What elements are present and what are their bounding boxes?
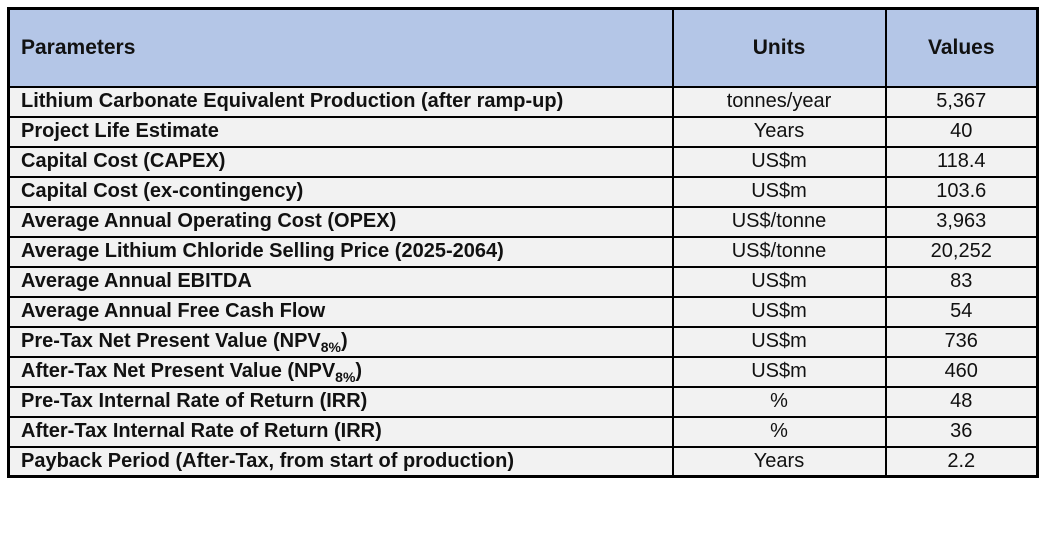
table-row: Lithium Carbonate Equivalent Production … — [7, 85, 1039, 118]
table-row: Capital Cost (ex-contingency) US$m 103.6 — [7, 175, 1039, 208]
units-cell: % — [671, 415, 887, 448]
units-cell: US$m — [671, 145, 887, 178]
units-cell: Years — [671, 445, 887, 478]
parameter-cell: Pre-Tax Net Present Value (NPV8%) — [7, 325, 674, 358]
table-row: Pre-Tax Net Present Value (NPV8%) US$m 7… — [7, 325, 1039, 358]
column-header-parameters: Parameters — [7, 7, 674, 88]
parameter-cell: Average Annual EBITDA — [7, 265, 674, 298]
table-row: Project Life Estimate Years 40 — [7, 115, 1039, 148]
parameters-table: Parameters Units Values Lithium Carbonat… — [7, 7, 1039, 478]
units-cell: Years — [671, 115, 887, 148]
parameter-subscript: 8% — [335, 369, 356, 385]
parameter-cell: Average Annual Operating Cost (OPEX) — [7, 205, 674, 238]
column-header-units: Units — [671, 7, 887, 88]
value-cell: 2.2 — [884, 445, 1039, 478]
value-cell: 36 — [884, 415, 1039, 448]
parameter-cell: Average Lithium Chloride Selling Price (… — [7, 235, 674, 268]
parameter-cell: Pre-Tax Internal Rate of Return (IRR) — [7, 385, 674, 418]
value-cell: 118.4 — [884, 145, 1039, 178]
value-cell: 54 — [884, 295, 1039, 328]
value-cell: 5,367 — [884, 85, 1039, 118]
table-row: Capital Cost (CAPEX) US$m 118.4 — [7, 145, 1039, 178]
units-cell: US$m — [671, 355, 887, 388]
parameter-cell: Average Annual Free Cash Flow — [7, 295, 674, 328]
table-body: Lithium Carbonate Equivalent Production … — [7, 85, 1039, 478]
value-cell: 736 — [884, 325, 1039, 358]
table-row: After-Tax Internal Rate of Return (IRR) … — [7, 415, 1039, 448]
parameter-cell: Capital Cost (CAPEX) — [7, 145, 674, 178]
units-cell: US$m — [671, 325, 887, 358]
parameter-cell: After-Tax Internal Rate of Return (IRR) — [7, 415, 674, 448]
parameter-subscript: 8% — [320, 339, 341, 355]
value-cell: 3,963 — [884, 205, 1039, 238]
table-row: Pre-Tax Internal Rate of Return (IRR) % … — [7, 385, 1039, 418]
table-row: After-Tax Net Present Value (NPV8%) US$m… — [7, 355, 1039, 388]
table-header-row: Parameters Units Values — [7, 7, 1039, 88]
table-row: Payback Period (After-Tax, from start of… — [7, 445, 1039, 478]
value-cell: 48 — [884, 385, 1039, 418]
units-cell: US$m — [671, 175, 887, 208]
table-row: Average Lithium Chloride Selling Price (… — [7, 235, 1039, 268]
table-row: Average Annual EBITDA US$m 83 — [7, 265, 1039, 298]
value-cell: 20,252 — [884, 235, 1039, 268]
value-cell: 83 — [884, 265, 1039, 298]
units-cell: US$/tonne — [671, 205, 887, 238]
parameter-cell: Project Life Estimate — [7, 115, 674, 148]
units-cell: US$m — [671, 295, 887, 328]
units-cell: US$/tonne — [671, 235, 887, 268]
column-header-values: Values — [884, 7, 1039, 88]
value-cell: 103.6 — [884, 175, 1039, 208]
parameter-cell: Capital Cost (ex-contingency) — [7, 175, 674, 208]
units-cell: US$m — [671, 265, 887, 298]
value-cell: 40 — [884, 115, 1039, 148]
table-row: Average Annual Operating Cost (OPEX) US$… — [7, 205, 1039, 238]
units-cell: tonnes/year — [671, 85, 887, 118]
parameter-cell: After-Tax Net Present Value (NPV8%) — [7, 355, 674, 388]
table-row: Average Annual Free Cash Flow US$m 54 — [7, 295, 1039, 328]
value-cell: 460 — [884, 355, 1039, 388]
units-cell: % — [671, 385, 887, 418]
parameter-cell: Lithium Carbonate Equivalent Production … — [7, 85, 674, 118]
parameter-cell: Payback Period (After-Tax, from start of… — [7, 445, 674, 478]
